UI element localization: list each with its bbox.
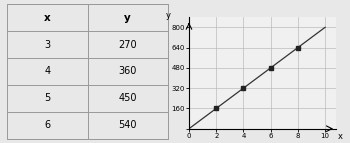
Text: 5: 5 [44,93,50,103]
Text: x: x [44,13,51,23]
Text: y: y [166,11,171,20]
Text: 3: 3 [44,40,50,50]
Text: 540: 540 [119,120,137,130]
Text: 450: 450 [119,93,137,103]
Text: 360: 360 [119,66,137,77]
Text: x: x [338,132,343,141]
Text: 6: 6 [44,120,50,130]
Text: 270: 270 [118,40,137,50]
Text: 4: 4 [44,66,50,77]
Text: y: y [124,13,131,23]
